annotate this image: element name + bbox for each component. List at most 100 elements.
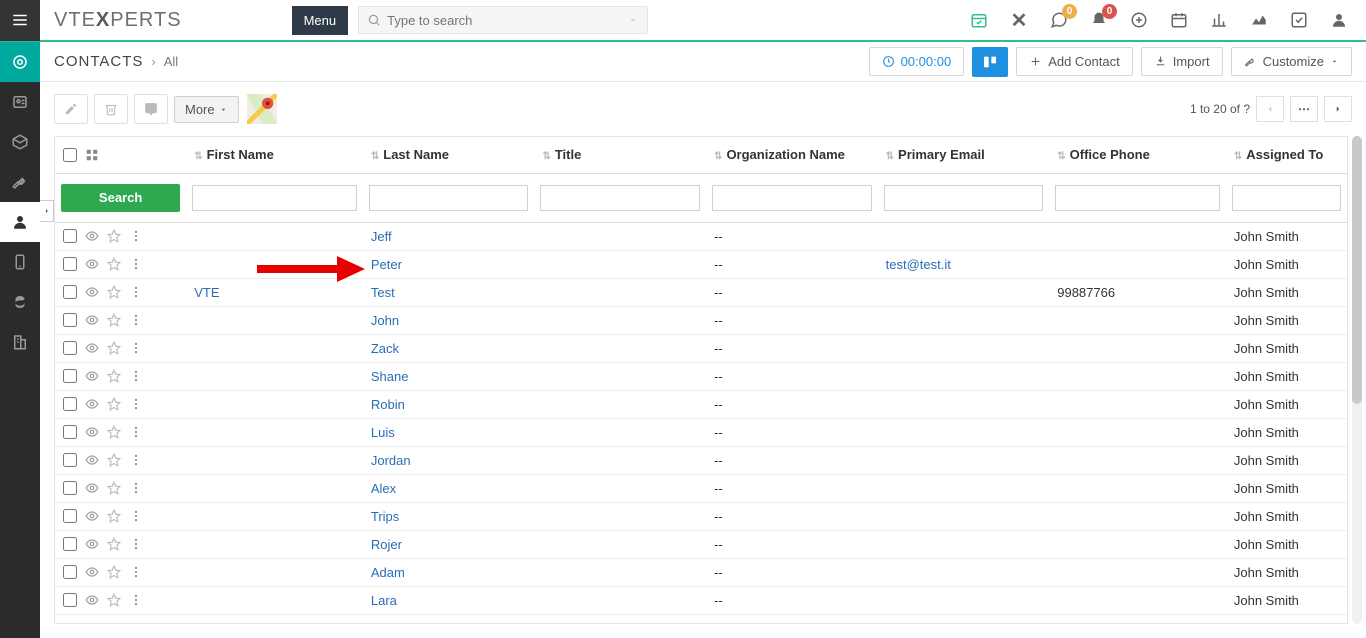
row-checkbox[interactable] <box>63 257 77 271</box>
last-name-link[interactable]: Test <box>371 285 395 300</box>
table-row[interactable]: Alex--John Smith <box>55 474 1347 502</box>
global-search-input[interactable] <box>387 13 627 28</box>
row-menu-icon[interactable] <box>129 257 143 271</box>
row-menu-icon[interactable] <box>129 593 143 607</box>
row-menu-icon[interactable] <box>129 341 143 355</box>
star-icon[interactable] <box>107 537 121 551</box>
bell-icon[interactable]: 0 <box>1090 11 1108 29</box>
delete-button[interactable] <box>94 94 128 124</box>
star-icon[interactable] <box>107 425 121 439</box>
star-icon[interactable] <box>107 229 121 243</box>
row-checkbox[interactable] <box>63 313 77 327</box>
star-icon[interactable] <box>107 593 121 607</box>
rail-box-icon[interactable] <box>0 122 40 162</box>
last-name-link[interactable]: Shane <box>371 369 409 384</box>
preview-icon[interactable] <box>85 313 99 327</box>
star-icon[interactable] <box>107 285 121 299</box>
last-name-link[interactable]: Alex <box>371 481 396 496</box>
last-name-link[interactable]: Jordan <box>371 453 411 468</box>
row-checkbox[interactable] <box>63 397 77 411</box>
star-icon[interactable] <box>107 397 121 411</box>
preview-icon[interactable] <box>85 285 99 299</box>
integration-icon[interactable]: ✕ <box>1010 11 1028 29</box>
row-menu-icon[interactable] <box>129 369 143 383</box>
grid-icon[interactable] <box>85 148 99 162</box>
last-name-link[interactable]: Zack <box>371 341 399 356</box>
next-page-button[interactable] <box>1324 96 1352 122</box>
preview-icon[interactable] <box>85 229 99 243</box>
chat-icon[interactable]: 0 <box>1050 11 1068 29</box>
customize-button[interactable]: Customize <box>1231 47 1352 76</box>
preview-icon[interactable] <box>85 397 99 411</box>
module-name[interactable]: CONTACTS <box>54 53 143 70</box>
table-row[interactable]: Rojer--John Smith <box>55 530 1347 558</box>
rail-id-icon[interactable] <box>0 82 40 122</box>
filter-first-name[interactable] <box>192 185 357 211</box>
rail-phone-icon[interactable] <box>0 242 40 282</box>
star-icon[interactable] <box>107 453 121 467</box>
row-checkbox[interactable] <box>63 369 77 383</box>
maps-button[interactable] <box>247 94 277 124</box>
row-menu-icon[interactable] <box>129 453 143 467</box>
rail-target-icon[interactable] <box>0 42 40 82</box>
row-menu-icon[interactable] <box>129 397 143 411</box>
preview-icon[interactable] <box>85 341 99 355</box>
star-icon[interactable] <box>107 481 121 495</box>
last-name-link[interactable]: Peter <box>371 257 402 272</box>
col-phone[interactable]: ⇅Office Phone <box>1049 137 1226 173</box>
filter-org[interactable] <box>712 185 872 211</box>
area-chart-icon[interactable] <box>1250 11 1268 29</box>
table-row[interactable]: Robin--John Smith <box>55 390 1347 418</box>
star-icon[interactable] <box>107 509 121 523</box>
row-checkbox[interactable] <box>63 229 77 243</box>
row-menu-icon[interactable] <box>129 229 143 243</box>
chevron-down-icon[interactable] <box>627 14 639 26</box>
table-row[interactable]: Peter--test@test.itJohn Smith <box>55 250 1347 278</box>
user-icon[interactable] <box>1330 11 1348 29</box>
hamburger-menu[interactable] <box>0 0 40 41</box>
add-contact-button[interactable]: Add Contact <box>1016 47 1133 76</box>
row-menu-icon[interactable] <box>129 285 143 299</box>
filter-email[interactable] <box>884 185 1044 211</box>
select-all-checkbox[interactable] <box>63 148 77 162</box>
col-first-name[interactable]: ⇅First Name <box>186 137 363 173</box>
board-view-button[interactable] <box>972 47 1008 77</box>
filter-phone[interactable] <box>1055 185 1220 211</box>
rail-contacts-icon[interactable] <box>0 202 40 242</box>
row-checkbox[interactable] <box>63 565 77 579</box>
preview-icon[interactable] <box>85 509 99 523</box>
search-button[interactable]: Search <box>61 184 180 212</box>
preview-icon[interactable] <box>85 593 99 607</box>
row-checkbox[interactable] <box>63 341 77 355</box>
scrollbar-thumb[interactable] <box>1352 136 1362 404</box>
row-menu-icon[interactable] <box>129 313 143 327</box>
timer-button[interactable]: 00:00:00 <box>869 47 965 76</box>
table-row[interactable]: Zack--John Smith <box>55 334 1347 362</box>
col-assigned[interactable]: ⇅Assigned To <box>1226 137 1347 173</box>
row-menu-icon[interactable] <box>129 481 143 495</box>
row-checkbox[interactable] <box>63 537 77 551</box>
last-name-link[interactable]: Rojer <box>371 537 402 552</box>
star-icon[interactable] <box>107 369 121 383</box>
checkbox-icon[interactable] <box>1290 11 1308 29</box>
last-name-link[interactable]: Jeff <box>371 229 392 244</box>
col-last-name[interactable]: ⇅Last Name <box>363 137 535 173</box>
plus-circle-icon[interactable] <box>1130 11 1148 29</box>
row-menu-icon[interactable] <box>129 425 143 439</box>
row-checkbox[interactable] <box>63 425 77 439</box>
col-email[interactable]: ⇅Primary Email <box>878 137 1050 173</box>
last-name-link[interactable]: Adam <box>371 565 405 580</box>
vertical-scrollbar[interactable] <box>1352 136 1362 624</box>
star-icon[interactable] <box>107 257 121 271</box>
filter-assigned[interactable] <box>1232 185 1341 211</box>
filter-title[interactable] <box>540 185 700 211</box>
row-checkbox[interactable] <box>63 509 77 523</box>
prev-page-button[interactable] <box>1256 96 1284 122</box>
last-name-link[interactable]: John <box>371 313 399 328</box>
row-checkbox[interactable] <box>63 453 77 467</box>
rail-building-icon[interactable] <box>0 322 40 362</box>
row-menu-icon[interactable] <box>129 537 143 551</box>
star-icon[interactable] <box>107 565 121 579</box>
comment-button[interactable] <box>134 94 168 124</box>
table-row[interactable]: Luis--John Smith <box>55 418 1347 446</box>
